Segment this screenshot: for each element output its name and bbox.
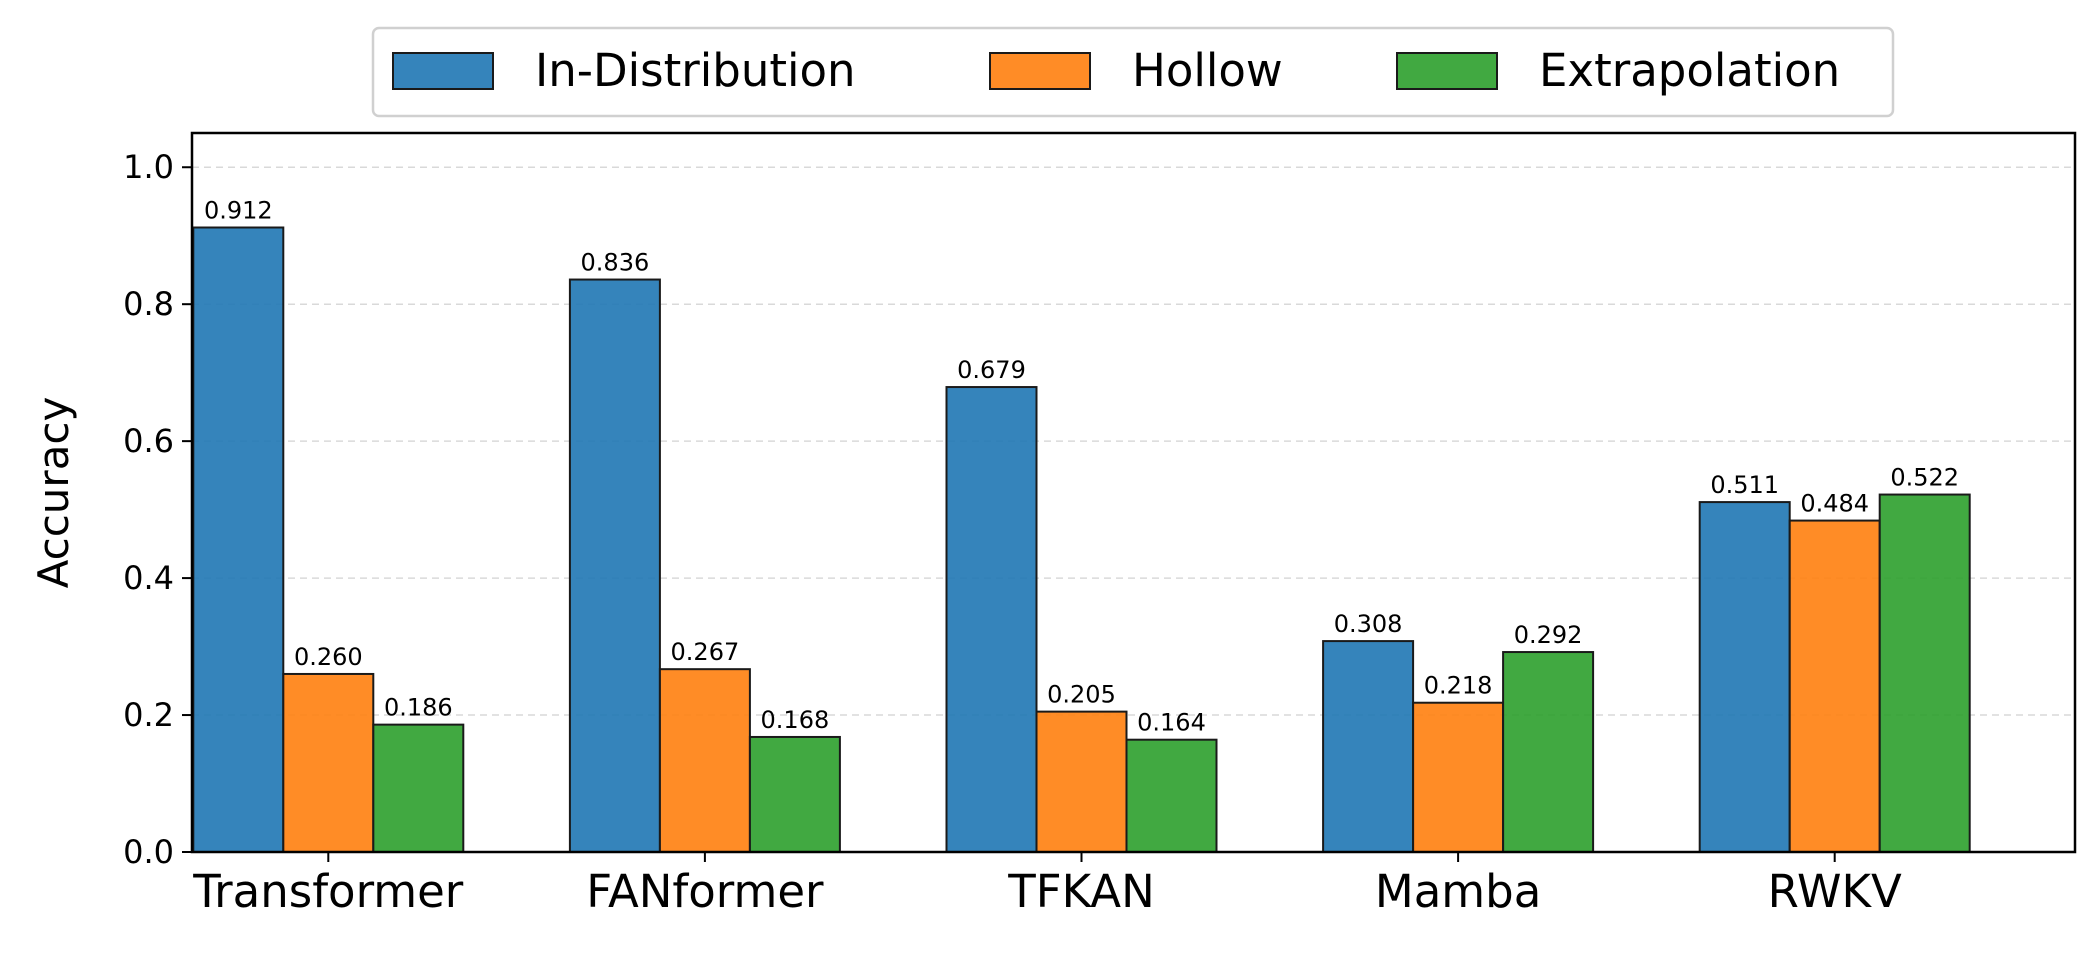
data-label: 0.522 [1890,464,1959,492]
bar-hollow-rwkv [1788,519,1881,854]
legend-label: Hollow [1132,44,1283,97]
y-tick-label: 0.6 [123,422,174,460]
plot-frame [190,131,2077,854]
x-tick-label: RWKV [1768,865,1902,918]
data-label: 0.205 [1047,681,1116,709]
data-label: 0.836 [581,249,650,277]
bar-extrapolation-fanformer [748,735,841,854]
bar-extrapolation-transformer [372,723,465,853]
y-tick-label: 0.8 [123,285,174,323]
legend: In-Distribution Hollow Extrapolation [371,26,1895,118]
data-label: 0.267 [671,638,740,666]
y-tick-label: 1.0 [123,148,174,186]
data-label: 0.292 [1514,621,1583,649]
data-label: 0.168 [761,706,830,734]
y-tick-label: 0.4 [123,559,174,597]
bar-in-distribution-transformer [192,226,285,854]
x-axis: Transformer FANformer TFKAN Mamba RWKV [192,852,1902,918]
data-label: 0.186 [384,694,453,722]
bar-in-distribution-tfkan [945,386,1038,853]
data-label: 0.218 [1424,672,1493,700]
grid-lines [192,166,2075,716]
data-label: 0.912 [204,196,273,224]
bar-extrapolation-tfkan [1125,738,1218,853]
bar-hollow-transformer [282,672,375,854]
data-label: 0.260 [294,643,363,671]
bar-extrapolation-mamba [1502,651,1595,853]
data-label: 0.308 [1334,610,1403,638]
legend-label: In-Distribution [535,44,856,97]
legend-label: Extrapolation [1539,44,1840,97]
legend-box [371,26,1895,118]
bar-in-distribution-rwkv [1698,501,1791,853]
bar-hollow-mamba [1412,701,1505,854]
x-tick-label: Mamba [1375,865,1541,918]
bar-in-distribution-fanformer [568,278,661,853]
legend-swatch [1396,52,1498,90]
x-tick-label: TFKAN [1007,865,1155,918]
y-tick-label: 0.2 [123,696,174,734]
bar-in-distribution-mamba [1322,640,1415,853]
data-label: 0.484 [1800,490,1869,518]
bar-hollow-fanformer [658,668,751,853]
y-axis: 0.0 0.2 0.4 0.6 0.8 1.0 [123,148,192,871]
bars [192,226,1971,854]
legend-swatch [392,52,494,90]
data-label: 0.511 [1710,471,1779,499]
x-tick-label: FANformer [586,865,824,918]
bar-hollow-tfkan [1035,710,1128,853]
legend-swatch [989,52,1091,90]
data-label: 0.164 [1137,709,1206,737]
bar-extrapolation-rwkv [1878,493,1971,853]
y-axis-title: Accuracy [29,397,78,589]
data-label: 0.679 [957,356,1026,384]
x-tick-label: Transformer [192,865,464,918]
bar-value-labels: 0.912 0.260 0.186 0.836 0.267 0.168 0.679 0.205… [204,196,1959,736]
y-tick-label: 0.0 [123,833,174,871]
